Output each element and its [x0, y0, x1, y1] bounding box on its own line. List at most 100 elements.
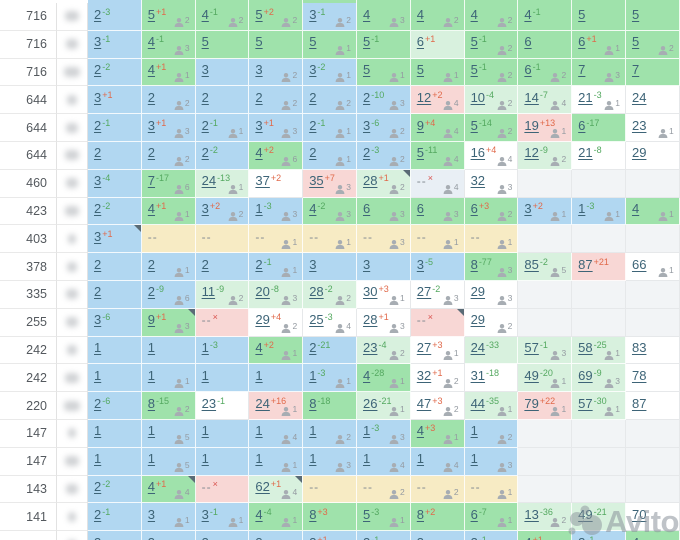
- position-link[interactable]: 29: [631, 145, 647, 161]
- position-link[interactable]: 3: [255, 62, 263, 78]
- position-link[interactable]: 1: [578, 201, 586, 217]
- person-icon[interactable]: 1: [228, 516, 243, 528]
- position-link[interactable]: 5: [362, 62, 371, 78]
- position-link[interactable]: 26: [362, 395, 378, 411]
- position-link[interactable]: 44: [470, 395, 486, 411]
- position-link[interactable]: 23: [362, 340, 378, 356]
- position-link[interactable]: 3: [255, 535, 262, 540]
- position-link[interactable]: 6: [416, 201, 425, 217]
- person-icon[interactable]: 4: [443, 155, 459, 166]
- position-link[interactable]: 1: [147, 367, 156, 383]
- position-link[interactable]: 3: [416, 256, 425, 272]
- position-link[interactable]: 2: [309, 145, 317, 161]
- position-link[interactable]: 49: [524, 367, 539, 383]
- position-link[interactable]: 87: [578, 256, 593, 272]
- position-link[interactable]: 3: [255, 117, 263, 133]
- person-icon[interactable]: 2: [335, 16, 351, 27]
- position-link[interactable]: 8: [147, 395, 156, 411]
- position-link[interactable]: 85: [524, 256, 539, 272]
- person-icon[interactable]: 3: [389, 433, 405, 444]
- position-link[interactable]: 35: [309, 173, 324, 189]
- position-link[interactable]: 24: [631, 89, 647, 105]
- position-link[interactable]: 28: [309, 284, 324, 300]
- position-link[interactable]: 3: [94, 535, 101, 540]
- position-link[interactable]: 49: [578, 506, 593, 522]
- position-link[interactable]: 4: [147, 479, 156, 495]
- person-icon[interactable]: 2: [174, 405, 190, 416]
- position-link[interactable]: 58: [578, 340, 593, 356]
- position-link[interactable]: 16: [470, 145, 486, 161]
- position-link[interactable]: 4: [255, 340, 263, 356]
- position-link[interactable]: 3: [201, 201, 209, 217]
- position-link[interactable]: 2: [94, 256, 102, 272]
- person-icon[interactable]: 2: [228, 294, 243, 305]
- person-icon[interactable]: 1: [658, 266, 674, 277]
- person-icon[interactable]: 4: [443, 127, 459, 138]
- person-icon[interactable]: 2: [281, 322, 297, 333]
- position-link[interactable]: 5: [201, 34, 209, 50]
- position-link[interactable]: 12: [524, 145, 539, 161]
- position-link[interactable]: 20: [255, 284, 270, 300]
- position-link[interactable]: 5: [631, 6, 640, 22]
- position-link[interactable]: 10: [470, 89, 486, 105]
- person-icon[interactable]: 2: [281, 71, 297, 83]
- position-link[interactable]: 6: [470, 201, 478, 217]
- position-link[interactable]: 31: [470, 367, 486, 383]
- person-icon[interactable]: 1: [228, 127, 243, 138]
- position-link[interactable]: 2: [363, 535, 370, 540]
- position-link[interactable]: 3: [147, 117, 156, 133]
- position-link[interactable]: 23: [631, 117, 647, 133]
- position-link[interactable]: 21: [578, 145, 593, 161]
- person-icon[interactable]: 1: [281, 461, 297, 472]
- position-link[interactable]: 1: [255, 201, 263, 217]
- position-link[interactable]: 3: [362, 117, 371, 133]
- position-link[interactable]: 2: [94, 145, 102, 161]
- blurred-thumbnail[interactable]: [57, 447, 88, 476]
- position-link[interactable]: 2: [255, 89, 263, 105]
- person-icon[interactable]: 3: [335, 183, 351, 194]
- position-link[interactable]: 1: [201, 340, 209, 356]
- position-link[interactable]: 1: [470, 451, 478, 467]
- position-link[interactable]: 9: [416, 117, 425, 133]
- position-link[interactable]: 28: [362, 173, 378, 189]
- position-link[interactable]: 47: [416, 395, 432, 411]
- person-icon[interactable]: 1: [658, 210, 674, 222]
- person-icon[interactable]: 2: [550, 71, 566, 83]
- position-link[interactable]: 2: [201, 117, 209, 133]
- position-link[interactable]: 5: [416, 145, 425, 161]
- position-link[interactable]: 6: [524, 62, 532, 78]
- blurred-thumbnail[interactable]: [57, 114, 88, 142]
- position-link[interactable]: 79: [524, 395, 539, 411]
- person-icon[interactable]: 3: [335, 210, 351, 222]
- person-icon[interactable]: 2: [497, 71, 512, 83]
- blurred-thumbnail[interactable]: [57, 86, 88, 115]
- person-icon[interactable]: 4: [174, 488, 190, 500]
- person-icon[interactable]: 2: [335, 294, 351, 305]
- position-link[interactable]: 1: [255, 451, 263, 467]
- position-link[interactable]: 24: [470, 340, 486, 356]
- position-link[interactable]: 2: [201, 145, 209, 161]
- person-icon[interactable]: 2: [497, 127, 512, 138]
- position-link[interactable]: 4: [147, 34, 156, 50]
- position-link[interactable]: 2: [94, 284, 102, 300]
- position-link[interactable]: 5: [309, 34, 317, 50]
- position-link[interactable]: 66: [631, 256, 647, 272]
- person-icon[interactable]: 2: [443, 488, 459, 500]
- person-icon[interactable]: 1: [335, 44, 351, 55]
- person-icon[interactable]: 1: [281, 266, 297, 277]
- person-icon[interactable]: 2: [174, 155, 190, 166]
- person-icon[interactable]: 2: [497, 433, 512, 444]
- position-link[interactable]: 62: [255, 479, 270, 495]
- person-icon[interactable]: 1: [604, 210, 620, 222]
- person-icon[interactable]: 2: [389, 155, 405, 166]
- person-icon[interactable]: 2: [335, 99, 351, 111]
- position-link[interactable]: 4: [201, 6, 209, 22]
- position-link[interactable]: 4: [362, 6, 371, 22]
- position-link[interactable]: 2: [94, 479, 102, 495]
- position-link[interactable]: 2: [309, 89, 317, 105]
- position-link[interactable]: 4: [632, 535, 639, 540]
- person-icon[interactable]: 1: [174, 377, 190, 389]
- blurred-thumbnail[interactable]: [57, 169, 88, 198]
- position-link[interactable]: 4: [416, 6, 425, 22]
- person-icon[interactable]: 3: [281, 127, 297, 138]
